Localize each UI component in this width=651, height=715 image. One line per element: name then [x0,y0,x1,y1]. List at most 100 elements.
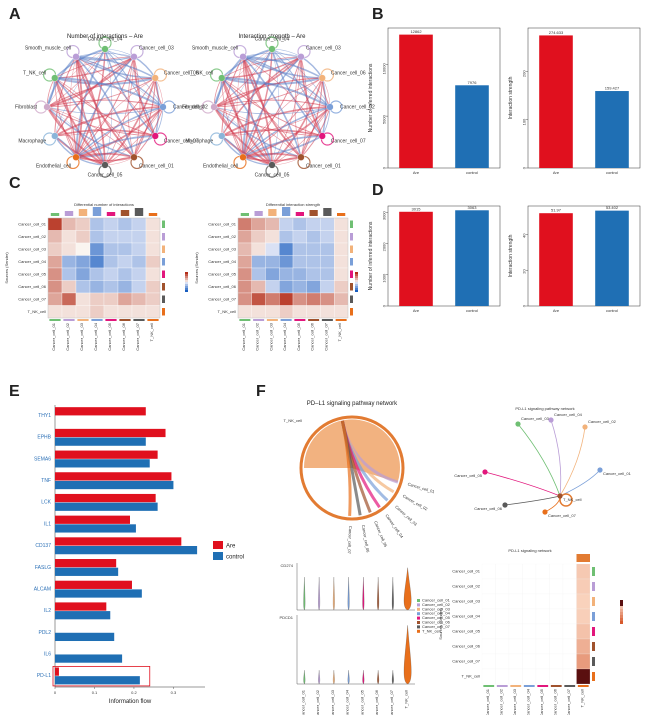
heatmap-c-left-cell [75,267,91,281]
heatmap-f-cell [481,593,496,610]
violin-shape [403,625,412,685]
heatmap-c-right-col-label: Cancer_cell_06 [310,322,315,351]
network-f-node [542,509,548,515]
network-a-right-node [297,53,305,61]
network-a-left-edge [75,106,164,158]
network-a-left-node-label: Endothelial_cell [36,163,71,169]
heatmap-c-left-cell [89,267,105,281]
bar-b-right-ytick-label: 100 [522,118,527,125]
heatmap-c-legend-cell [355,272,358,274]
heatmap-c-right-cell [265,267,280,281]
bar-e-control-bar [55,632,115,642]
heatmap-c-left-col-strip [105,319,117,321]
heatmap-c-left-row-label: Cancer_cell_05 [18,271,47,276]
heatmap-f-row-label: T_NK_cell [462,674,481,679]
bar-d-right-xtick-label: control [606,308,618,313]
heatmap-f-cell [562,668,577,685]
bar-b-right-xtick-label: control [606,170,618,175]
violin-legend-label: Cancer_cell_04 [422,611,451,616]
violin-legend-swatch [417,599,420,602]
bar-e-category-label: TNF [41,478,51,484]
bar-d-right-bar [539,213,573,306]
panel-label-a: A [9,6,21,23]
network-a-right-edge [221,129,323,137]
network-a-right-node [318,132,326,140]
network-a-left-node-label: Smooth_muscle_cell [25,46,71,52]
network-a-left-node [43,103,51,111]
violin-shape [362,577,365,611]
heatmap-c-right-col-label: Cancer_cell_01 [241,322,246,351]
heatmap-f-cell [576,608,591,625]
network-f-node [557,493,563,499]
heatmap-f-cell [481,668,496,685]
heatmap-c-left-cell [89,242,105,256]
chord-ribbon [340,420,352,517]
heatmap-f-legend-cell [620,600,623,603]
chord-node-label: Cancer_cell_02 [402,493,429,512]
heatmap-c-left-cell [89,305,105,319]
network-a-right-node [239,153,247,161]
heatmap-c-right-cell [237,230,252,244]
heatmap-c-right-col-label: Cancer_cell_05 [296,322,301,351]
heatmap-c-right-row-label: Cancer_cell_07 [208,296,237,301]
heatmap-c-left-col-strip [91,319,103,321]
heatmap-c-right-row-strip [350,233,353,241]
network-a-left-edge [133,56,141,158]
heatmap-f-cell [508,638,523,655]
heatmap-c-left-cell [145,242,161,256]
heatmap-f-col-strip [550,685,562,687]
violin-shape [391,670,394,685]
heatmap-f-cell [562,638,577,655]
network-a-left-node-label: Cancer_cell_02 [173,105,208,111]
bar-e-are-bar [55,537,182,546]
network-f-node-label: T_NK_cell [563,497,582,502]
network-f-title: PD-L1 signaling pathway network [515,406,574,411]
heatmap-c-right-cell [334,292,349,306]
heatmap-f-cell [535,623,550,640]
heatmap-c-left-cell [61,280,77,294]
heatmap-c-left-row-strip [162,245,165,253]
heatmap-c-right-cell [251,292,266,306]
network-a-right-edge [221,77,331,108]
heatmap-f-col-label: Cancer_cell_01 [485,688,490,715]
heatmap-c-legend-cell [185,272,188,274]
heatmap-c-right-cell [306,267,321,281]
network-a-right-edge [300,56,308,158]
network-a-left-edge [46,106,164,115]
heatmap-c-left-cell [117,280,133,294]
heatmap-f-cell [535,563,550,580]
network-a-right-node [268,161,276,169]
heatmap-c-right-cell [237,242,252,256]
heatmap-c-left-top-bar [120,210,130,216]
bar-e-highlight-box [52,665,151,687]
heatmap-c-left-cell [89,292,105,306]
heatmap-f-cell [562,578,577,595]
heatmap-c-legend-cell [355,286,358,288]
heatmap-c-left-cell [47,242,63,256]
network-a-left-node-label: Cancer_cell_05 [88,173,123,179]
heatmap-c-legend-cell [185,280,188,282]
heatmap-c-right-col-label: Cancer_cell_04 [282,322,287,351]
violin-legend-swatch [417,612,420,616]
heatmap-f-row-strip [592,567,595,576]
heatmap-c-left-cell [117,242,133,256]
heatmap-c-left-row-label: Cancer_cell_03 [18,246,47,251]
heatmap-c-left-col-strip [63,319,75,321]
heatmap-f-cell [535,653,550,670]
bar-e-category-label: PDL2 [38,630,51,636]
heatmap-c-left-cell [131,217,147,231]
network-a-left-edge [54,77,164,108]
heatmap-c-left-col-strip [77,319,89,321]
heatmap-c-right-col-label: Cancer_cell_07 [323,322,328,351]
network-a-right-edge [220,77,273,166]
heatmap-f-legend-cell [620,618,623,621]
network-a-right-edge [242,56,302,158]
heatmap-c-right-row-strip [350,258,353,266]
chord-node-label: Cancer_cell_03 [394,504,418,527]
heatmap-f-cell [549,578,564,595]
heatmap-f-cell [481,653,496,670]
heatmap-c-legend-cell [355,288,358,290]
violin-legend-label: Cancer_cell_02 [422,602,451,607]
heatmap-c-right-row-strip [350,245,353,253]
network-a-left-edge [54,106,164,137]
